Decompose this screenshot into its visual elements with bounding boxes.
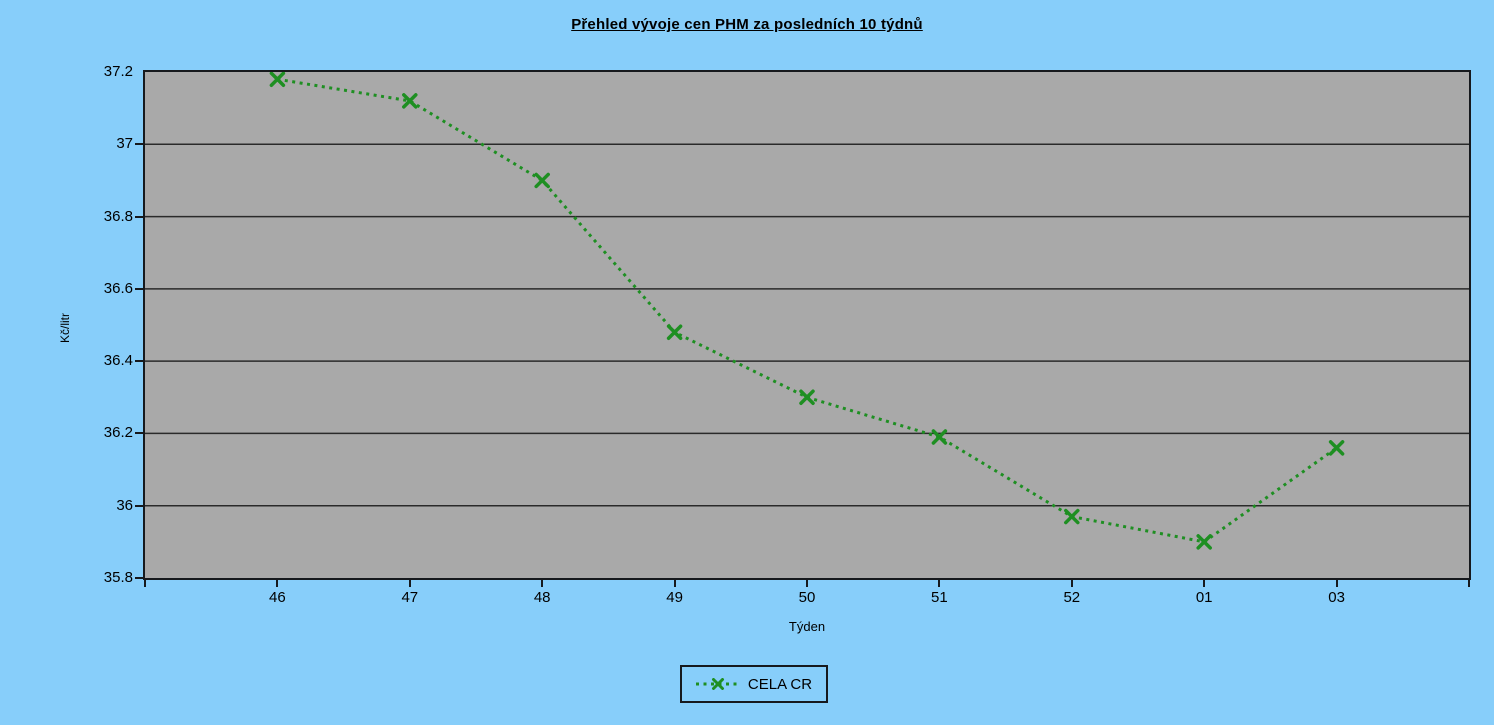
y-tick-mark [135,360,144,363]
y-tick-label: 37.2 [103,63,133,80]
legend-marker-glyph [711,678,724,690]
series-plot [145,72,1469,550]
x-tick-mark [938,578,941,587]
x-tick-label: 01 [1195,589,1213,606]
y-tick-label: 37 [116,135,133,153]
data-point-marker [666,324,683,340]
x-tick-mark [806,578,808,587]
legend-series-label: CELA CR [747,675,813,693]
x-tick-mark [408,578,411,587]
x-tick-label: 46 [269,589,286,606]
x-tick-mark [144,578,146,587]
legend-line-sample [695,678,740,690]
x-tick-label: 52 [1063,589,1081,606]
y-tick-mark [135,504,144,507]
series-line [277,77,1338,544]
data-point-marker [269,72,286,87]
data-point-marker [799,389,815,406]
x-tick-label: 49 [666,589,683,606]
x-tick-label: 48 [533,589,551,606]
data-point-marker [1328,440,1345,456]
x-tick-mark [541,578,544,587]
y-tick-mark [135,432,144,435]
data-point-marker [931,429,948,445]
data-point-marker [1064,508,1080,525]
y-tick-label: 36.4 [103,352,133,370]
data-point-marker [1196,534,1212,550]
y-tick-mark [135,143,144,146]
x-tick-mark [276,578,279,587]
y-tick-mark [135,287,144,290]
chart-title: Přehled vývoje cen PHM za posledních 10 … [571,16,923,33]
legend: CELA CR [680,665,828,703]
y-tick-label: 36.6 [103,279,133,297]
x-tick-mark [1203,578,1206,587]
y-tick-mark [135,577,144,579]
x-tick-label: 03 [1328,589,1345,606]
y-tick-label: 36.2 [103,424,133,442]
y-tick-label: 35.8 [103,569,133,586]
x-tick-mark [1070,578,1073,587]
x-tick-label: 51 [931,589,948,606]
data-point-marker [402,93,418,109]
y-tick-label: 36 [116,496,133,514]
y-tick-label: 36.8 [103,207,133,225]
x-tick-label: 50 [798,589,816,606]
y-tick-mark [135,215,144,218]
x-tick-mark [673,578,676,587]
plot-area [143,70,1471,580]
x-tick-mark [1468,578,1470,587]
x-tick-mark [1335,578,1338,587]
x-tick-label: 47 [401,589,419,606]
x-axis-title: Týden [788,619,826,634]
data-point-marker [534,172,550,189]
